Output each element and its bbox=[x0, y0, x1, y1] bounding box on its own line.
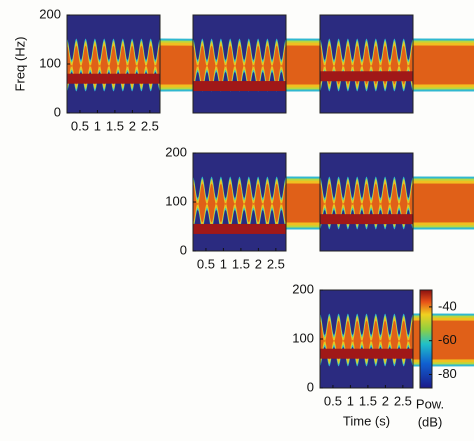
power-band bbox=[67, 73, 160, 84]
x-tick-label: 0.5 bbox=[197, 256, 215, 271]
x-tick-label: 2 bbox=[129, 118, 136, 133]
y-tick-label: 100 bbox=[292, 330, 314, 345]
x-tick-label: 1.5 bbox=[232, 256, 250, 271]
x-tick-label: 1.5 bbox=[359, 393, 377, 408]
x-tick-label: 1 bbox=[220, 256, 227, 271]
colorbar-tick-label: -40 bbox=[438, 298, 457, 313]
y-tick-label: 200 bbox=[165, 144, 187, 159]
y-tick-label: 0 bbox=[54, 104, 61, 119]
panel-frame bbox=[319, 14, 414, 114]
y-tick-label: 200 bbox=[39, 6, 61, 21]
power-band bbox=[193, 223, 286, 234]
x-tick-label: 1.5 bbox=[106, 118, 124, 133]
x-tick-label: 1 bbox=[94, 118, 101, 133]
y-tick-label: 0 bbox=[307, 379, 314, 394]
x-tick-label: 2 bbox=[255, 256, 262, 271]
colorbar-tick-label: -80 bbox=[438, 366, 457, 381]
colorbar-unit: (dB) bbox=[418, 414, 443, 429]
x-tick-label: 2.5 bbox=[141, 118, 159, 133]
panel-frame bbox=[192, 14, 287, 114]
x-tick-label: 2 bbox=[382, 393, 389, 408]
power-region bbox=[320, 183, 474, 223]
y-tick-label: 0 bbox=[180, 242, 187, 257]
x-tick-label: 0.5 bbox=[324, 393, 342, 408]
y-tick-label: 200 bbox=[292, 281, 314, 296]
power-band bbox=[320, 71, 413, 82]
power-band bbox=[320, 348, 413, 359]
x-tick-label: 2.5 bbox=[394, 393, 412, 408]
colorbar bbox=[419, 289, 433, 389]
x-tick-label: 1 bbox=[347, 393, 354, 408]
x-tick-label: 2.5 bbox=[267, 256, 285, 271]
power-band bbox=[320, 214, 413, 225]
y-tick-label: 100 bbox=[165, 193, 187, 208]
power-band bbox=[193, 81, 286, 92]
colorbar-tick-label: -60 bbox=[438, 332, 457, 347]
colorbar-label: Pow. bbox=[416, 396, 444, 411]
y-axis-label: Freq (Hz) bbox=[12, 37, 27, 92]
x-axis-label: Time (s) bbox=[343, 413, 390, 428]
y-tick-label: 100 bbox=[39, 55, 61, 70]
x-tick-label: 0.5 bbox=[71, 118, 89, 133]
panel-frame bbox=[319, 152, 414, 252]
